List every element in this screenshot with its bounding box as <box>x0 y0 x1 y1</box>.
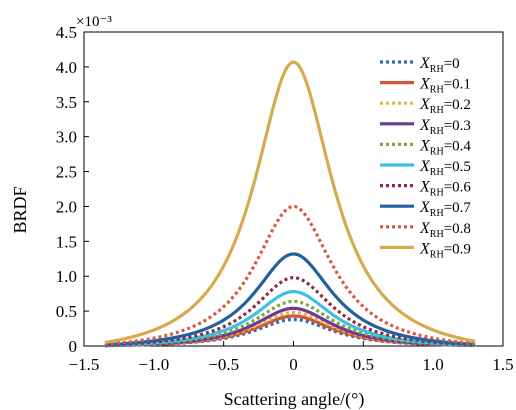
x-tick-label: 0 <box>289 355 298 374</box>
series-line <box>104 204 476 346</box>
y-tick-label: 2.0 <box>56 197 77 216</box>
series-line <box>104 276 476 347</box>
legend-label: XRH=0.4 <box>419 137 471 157</box>
legend-label: XRH=0.7 <box>419 199 471 219</box>
y-tick-label: 3.0 <box>56 128 77 147</box>
x-tick-label: 1.0 <box>423 355 444 374</box>
series-group <box>104 60 476 348</box>
legend-label: XRH=0 <box>419 55 460 75</box>
legend-label: XRH=0.8 <box>419 220 471 240</box>
y-tick-label: 0.5 <box>56 302 77 321</box>
y-tick-label: 3.5 <box>56 93 77 112</box>
y-tick-label: 1.5 <box>56 232 77 251</box>
legend-label: XRH=0.2 <box>419 96 471 116</box>
y-axis-label: BRDF <box>10 186 30 233</box>
y-tick-label: 0 <box>69 337 78 356</box>
legend: XRH=0XRH=0.1XRH=0.2XRH=0.3XRH=0.4XRH=0.5… <box>380 55 471 260</box>
y-axis: 0 0.5 1.0 1.5 2.0 2.5 3.0 3.5 4.0 4.5 <box>56 23 89 356</box>
y-tick-label: 2.5 <box>56 163 77 182</box>
legend-label: XRH=0.6 <box>419 179 471 199</box>
x-tick-label: −1.5 <box>69 355 100 374</box>
legend-label: XRH=0.9 <box>419 240 471 260</box>
legend-label: XRH=0.3 <box>419 117 471 137</box>
x-tick-label: −0.5 <box>208 355 239 374</box>
x-axis: −1.5 −1.0 −0.5 0 0.5 1.0 1.5 <box>69 341 514 374</box>
legend-label: XRH=0.1 <box>419 76 471 96</box>
y-tick-label: 4.0 <box>56 58 77 77</box>
x-axis-label: Scattering angle/(°) <box>224 389 365 410</box>
x-tick-label: 0.5 <box>353 355 374 374</box>
x-tick-label: −1.0 <box>138 355 169 374</box>
y-tick-label: 1.0 <box>56 267 77 286</box>
y-tick-label: 4.5 <box>56 23 77 42</box>
x-tick-label: 1.5 <box>492 355 513 374</box>
series-line <box>104 252 476 347</box>
legend-label: XRH=0.5 <box>419 158 471 178</box>
y-axis-multiplier: ×10⁻³ <box>76 14 112 30</box>
series-line <box>104 60 476 345</box>
